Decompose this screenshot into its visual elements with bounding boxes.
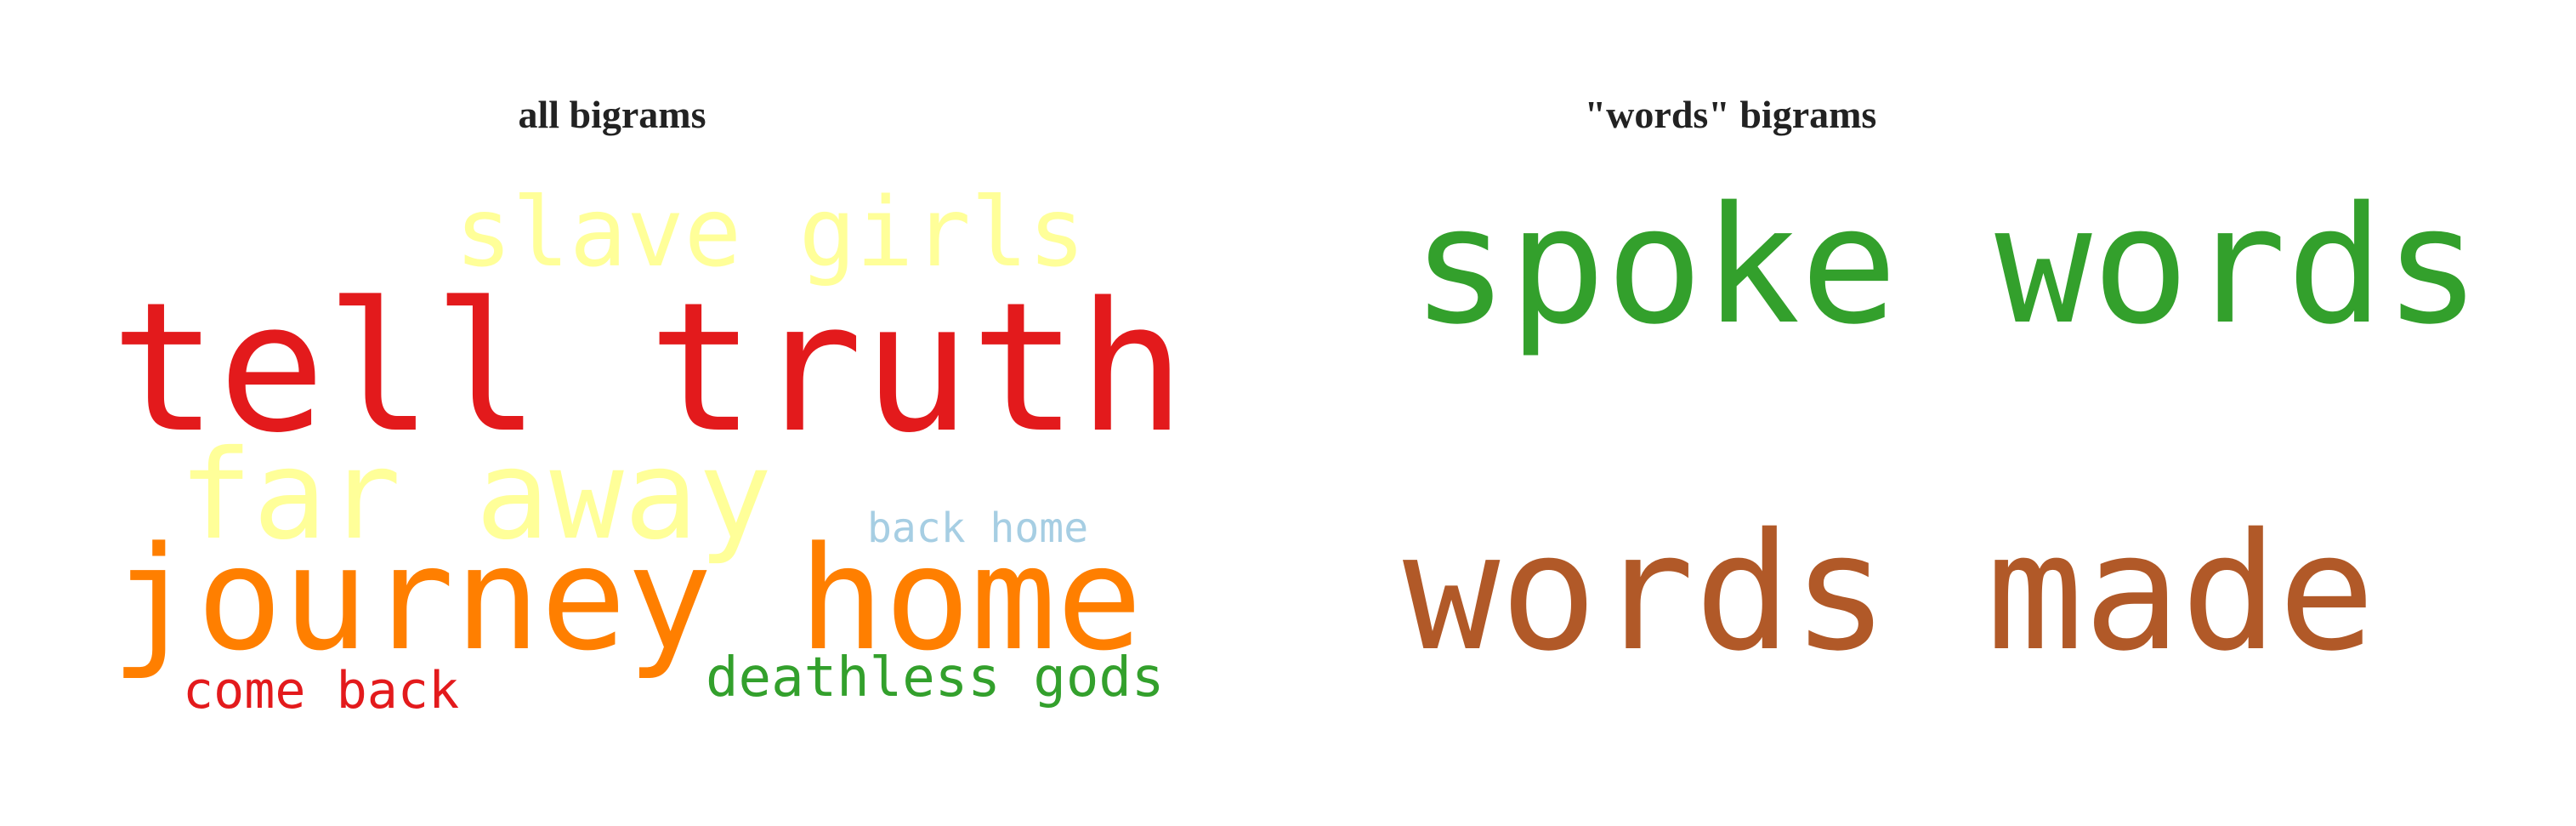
word-words-made: words made [1403, 498, 2375, 686]
wordcloud-words-bigrams: spoke words words made [1403, 172, 2481, 686]
chart-title: "words" bigrams [1584, 93, 1877, 136]
word-deathless-gods: deathless gods [706, 647, 1164, 709]
word-come-back: come back [183, 661, 459, 721]
chart-title: all bigrams [518, 93, 706, 136]
word-back-home: back home [867, 504, 1088, 552]
word-far-away: far away [179, 424, 772, 567]
word-journey-home: journey home [111, 516, 1143, 682]
word-tell-truth: tell truth [111, 264, 1185, 472]
wordcloud-panel-words-bigrams: "words" bigrams spoke words words made [1288, 0, 2576, 826]
wordcloud-panel-all-bigrams: all bigrams tell truth journey home far aw… [111, 93, 1185, 721]
word-spoke-words: spoke words [1411, 172, 2481, 360]
word-slave-girls: slave girls [455, 178, 1086, 288]
